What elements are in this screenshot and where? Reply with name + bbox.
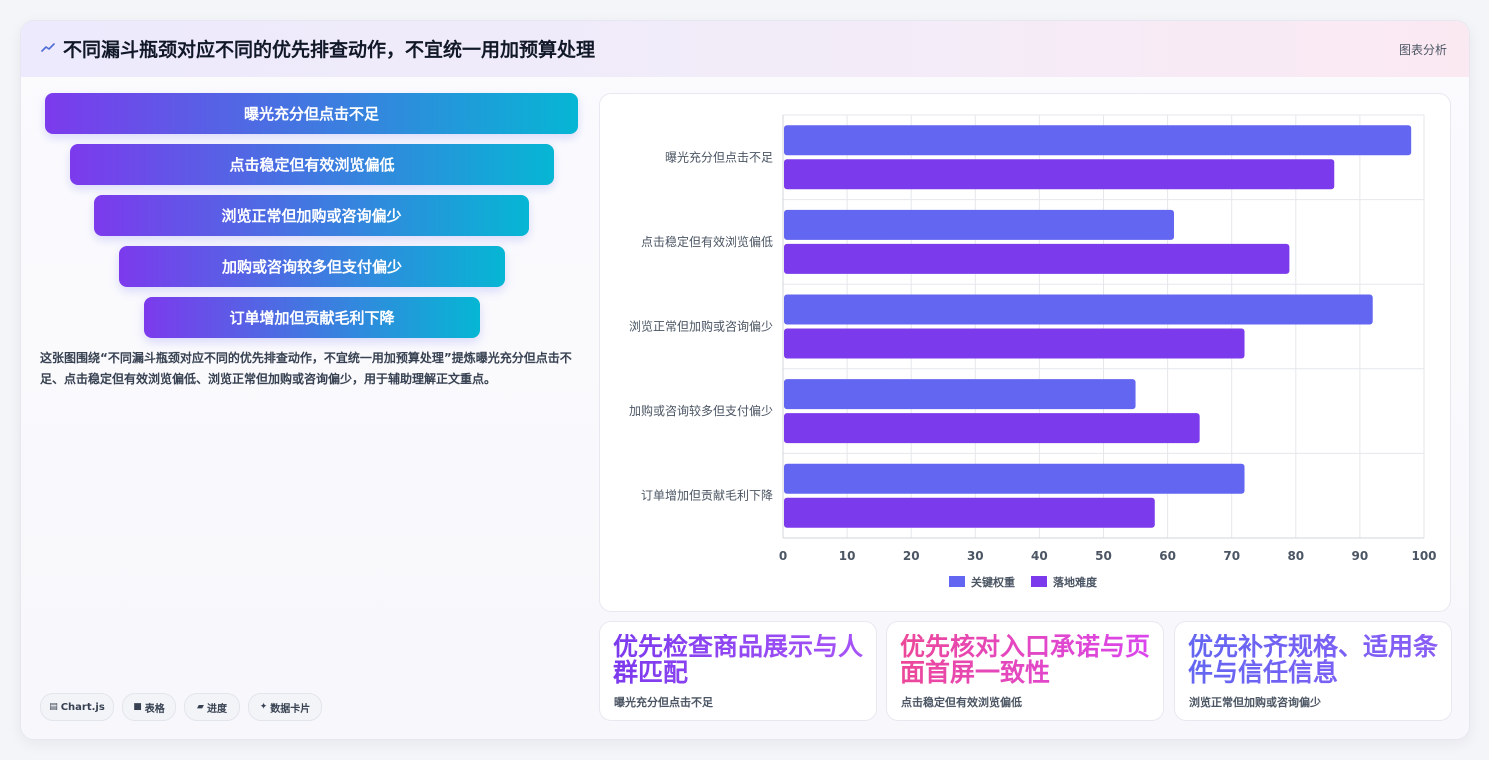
funnel-step-4: 加购或咨询较多但支付偏少	[119, 246, 505, 287]
tip-subtitle: 曝光充分但点击不足	[614, 696, 713, 709]
bar-difficulty	[784, 497, 1155, 528]
y-tick-label: 点击稳定但有效浏览偏低	[641, 234, 773, 249]
tip-title: 优先核对入口承诺与页面首屏一致性	[900, 634, 1158, 686]
bar-difficulty	[784, 328, 1245, 359]
chip-label: Chart.js	[60, 701, 105, 713]
x-tick-label: 90	[1352, 549, 1369, 563]
funnel-step-2: 点击稳定但有效浏览偏低	[70, 144, 554, 185]
chip-label: 数据卡片	[270, 703, 311, 715]
x-tick-label: 0	[779, 549, 787, 563]
chart-analysis-label: 图表分析	[1398, 43, 1447, 57]
x-tick-label: 40	[1031, 549, 1048, 563]
bar-weight	[784, 125, 1412, 156]
bar-weight	[784, 209, 1175, 240]
y-tick-label: 订单增加但贡献毛利下降	[641, 488, 773, 503]
progress-icon: ▰	[197, 702, 204, 712]
bar-weight	[784, 379, 1136, 410]
tip-subtitle: 点击稳定但有效浏览偏低	[901, 696, 1022, 709]
bar-difficulty	[784, 413, 1200, 444]
main-card: 不同漏斗瓶颈对应不同的优先排查动作，不宜统一用加预算处理 图表分析 曝光充分但点…	[20, 20, 1470, 740]
tip-title: 优先检查商品展示与人群匹配	[613, 634, 871, 686]
bar-weight	[784, 294, 1373, 325]
x-tick-label: 30	[967, 549, 984, 563]
table-icon: ■	[133, 702, 142, 712]
chip-label: 进度	[206, 703, 227, 715]
page-title: 不同漏斗瓶颈对应不同的优先排查动作，不宜统一用加预算处理	[63, 39, 596, 61]
chart-icon: ▤	[49, 702, 58, 712]
x-tick-label: 10	[839, 549, 856, 563]
funnel-step-1: 曝光充分但点击不足	[45, 93, 578, 134]
chip-chartjs[interactable]: ▤ Chart.js	[40, 693, 114, 721]
x-tick-label: 70	[1223, 549, 1240, 563]
x-tick-label: 20	[903, 549, 920, 563]
legend-swatch	[1031, 576, 1047, 587]
bar-weight	[784, 463, 1245, 494]
x-tick-label: 60	[1159, 549, 1176, 563]
chart-panel: 曝光充分但点击不足点击稳定但有效浏览偏低浏览正常但加购或咨询偏少 加购或咨询较多但…	[599, 93, 1451, 612]
chip-label: 表格	[144, 703, 165, 715]
header-bar: 不同漏斗瓶颈对应不同的优先排查动作，不宜统一用加预算处理 图表分析	[21, 21, 1469, 77]
bar-difficulty	[784, 159, 1335, 190]
x-tick-label: 50	[1095, 549, 1112, 563]
x-tick-label: 100	[1411, 549, 1436, 563]
tip-card-3: 优先补齐规格、适用条件与信任信息 浏览正常但加购或咨询偏少	[1174, 621, 1452, 721]
bar-difficulty	[784, 243, 1290, 274]
y-tick-label: 加购或咨询较多但支付偏少	[629, 403, 773, 418]
chip-progress[interactable]: ▰ 进度	[184, 693, 240, 721]
chip-data-card[interactable]: ✦ 数据卡片	[248, 693, 322, 721]
y-tick-label: 曝光充分但点击不足	[665, 149, 773, 164]
legend-label: 落地难度	[1053, 575, 1098, 589]
bar-chart: 曝光充分但点击不足点击稳定但有效浏览偏低浏览正常但加购或咨询偏少加购或咨询较多但…	[629, 114, 1437, 589]
tip-card-1: 优先检查商品展示与人群匹配 曝光充分但点击不足	[599, 621, 877, 721]
funnel-step-5: 订单增加但贡献毛利下降	[144, 297, 480, 338]
sparkle-icon: ✦	[259, 702, 268, 712]
legend-swatch	[949, 576, 965, 587]
chip-table[interactable]: ■ 表格	[122, 693, 176, 721]
trend-icon	[41, 43, 55, 52]
funnel-step-3: 浏览正常但加购或咨询偏少	[94, 195, 529, 236]
legend-label: 关键权重	[971, 575, 1015, 589]
tip-subtitle: 浏览正常但加购或咨询偏少	[1189, 696, 1321, 709]
tip-title: 优先补齐规格、适用条件与信任信息	[1188, 634, 1446, 686]
x-tick-label: 80	[1287, 549, 1304, 563]
y-tick-label: 浏览正常但加购或咨询偏少	[629, 319, 773, 334]
tip-card-2: 优先核对入口承诺与页面首屏一致性 点击稳定但有效浏览偏低	[886, 621, 1164, 721]
chart-description: 这张图围绕“不同漏斗瓶颈对应不同的优先排查动作，不宜统一用加预算处理”提炼曝光充…	[40, 351, 572, 386]
